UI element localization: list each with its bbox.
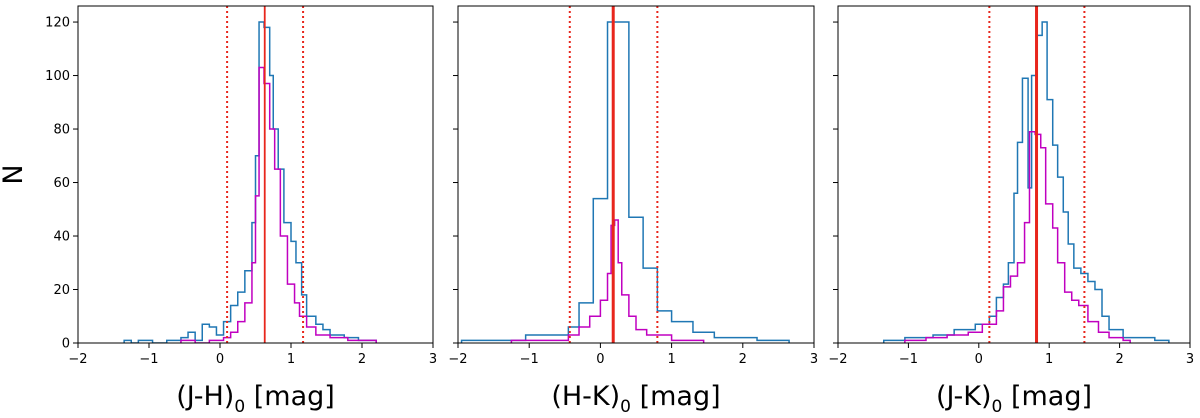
y-axis-label-j-h: N	[0, 164, 29, 184]
y-tick-label-j-h-3: 60	[53, 176, 70, 191]
plot-frame-h-k	[457, 5, 815, 344]
x-axis-label-j-k: (J-K)0 [mag]	[936, 381, 1092, 417]
x-tick-label-h-k-1: −1	[520, 352, 539, 367]
x-axis-label-unit-h-k: [mag]	[631, 381, 721, 412]
plot-frame-j-h	[77, 5, 434, 344]
x-tick-label-j-h-3: 1	[287, 352, 295, 367]
y-tick-label-j-h-0: 0	[62, 337, 70, 352]
x-tick-label-j-k-2: 0	[975, 352, 983, 367]
x-axis-label-main-j-h: (J-H)	[176, 381, 234, 412]
x-tick-label-h-k-0: −2	[448, 352, 467, 367]
x-axis-label-h-k: (H-K)0 [mag]	[551, 381, 720, 417]
x-tick-label-j-k-0: −2	[828, 352, 847, 367]
y-tick-label-j-h-5: 100	[45, 69, 70, 84]
y-tick-label-j-h-4: 80	[53, 123, 70, 138]
x-tick-label-j-k-1: −1	[899, 352, 918, 367]
x-tick-label-j-h-2: 0	[216, 352, 224, 367]
x-axis-label-main-h-k: (H-K)	[551, 381, 620, 412]
histogram-series-blue-j-h	[123, 21, 377, 343]
x-axis-label-subscript-h-k: 0	[620, 397, 631, 417]
x-tick-label-j-k-5: 3	[1186, 352, 1194, 367]
x-axis-label-unit-j-k: [mag]	[1002, 381, 1092, 412]
plot-area-j-k	[838, 6, 1190, 343]
x-axis-label-subscript-j-h: 0	[234, 397, 245, 417]
plot-area-h-k	[458, 6, 814, 343]
panel-h-k-histogram: −2 −1 0 1 2 3(H-K)0 [mag]	[448, 5, 818, 417]
x-tick-label-h-k-3: 1	[667, 352, 675, 367]
x-tick-label-j-h-4: 2	[358, 352, 366, 367]
x-axis-label-unit-j-h: [mag]	[245, 381, 335, 412]
panel-j-k-histogram: −2 −1 0 1 2 3(J-K)0 [mag]	[828, 5, 1194, 417]
x-tick-label-h-k-4: 2	[739, 352, 747, 367]
plot-frame-j-k	[837, 5, 1191, 344]
x-tick-label-j-k-4: 2	[1115, 352, 1123, 367]
x-tick-label-h-k-2: 0	[596, 352, 604, 367]
x-tick-label-j-k-3: 1	[1045, 352, 1053, 367]
x-tick-label-j-h-5: 3	[429, 352, 437, 367]
histogram-series-magenta-j-h	[180, 66, 377, 343]
x-tick-label-h-k-5: 3	[810, 352, 818, 367]
x-tick-label-j-h-1: −1	[139, 352, 158, 367]
histogram-series-blue-h-k	[460, 21, 790, 343]
y-tick-label-j-h-2: 40	[53, 230, 70, 245]
x-tick-label-j-h-0: −2	[68, 352, 87, 367]
x-axis-label-main-j-k: (J-K)	[936, 381, 992, 412]
y-tick-label-j-h-1: 20	[53, 283, 70, 298]
x-axis-label-j-h: (J-H)0 [mag]	[176, 381, 335, 417]
y-tick-label-j-h-6: 120	[45, 16, 70, 31]
x-axis-label-subscript-j-k: 0	[992, 397, 1003, 417]
